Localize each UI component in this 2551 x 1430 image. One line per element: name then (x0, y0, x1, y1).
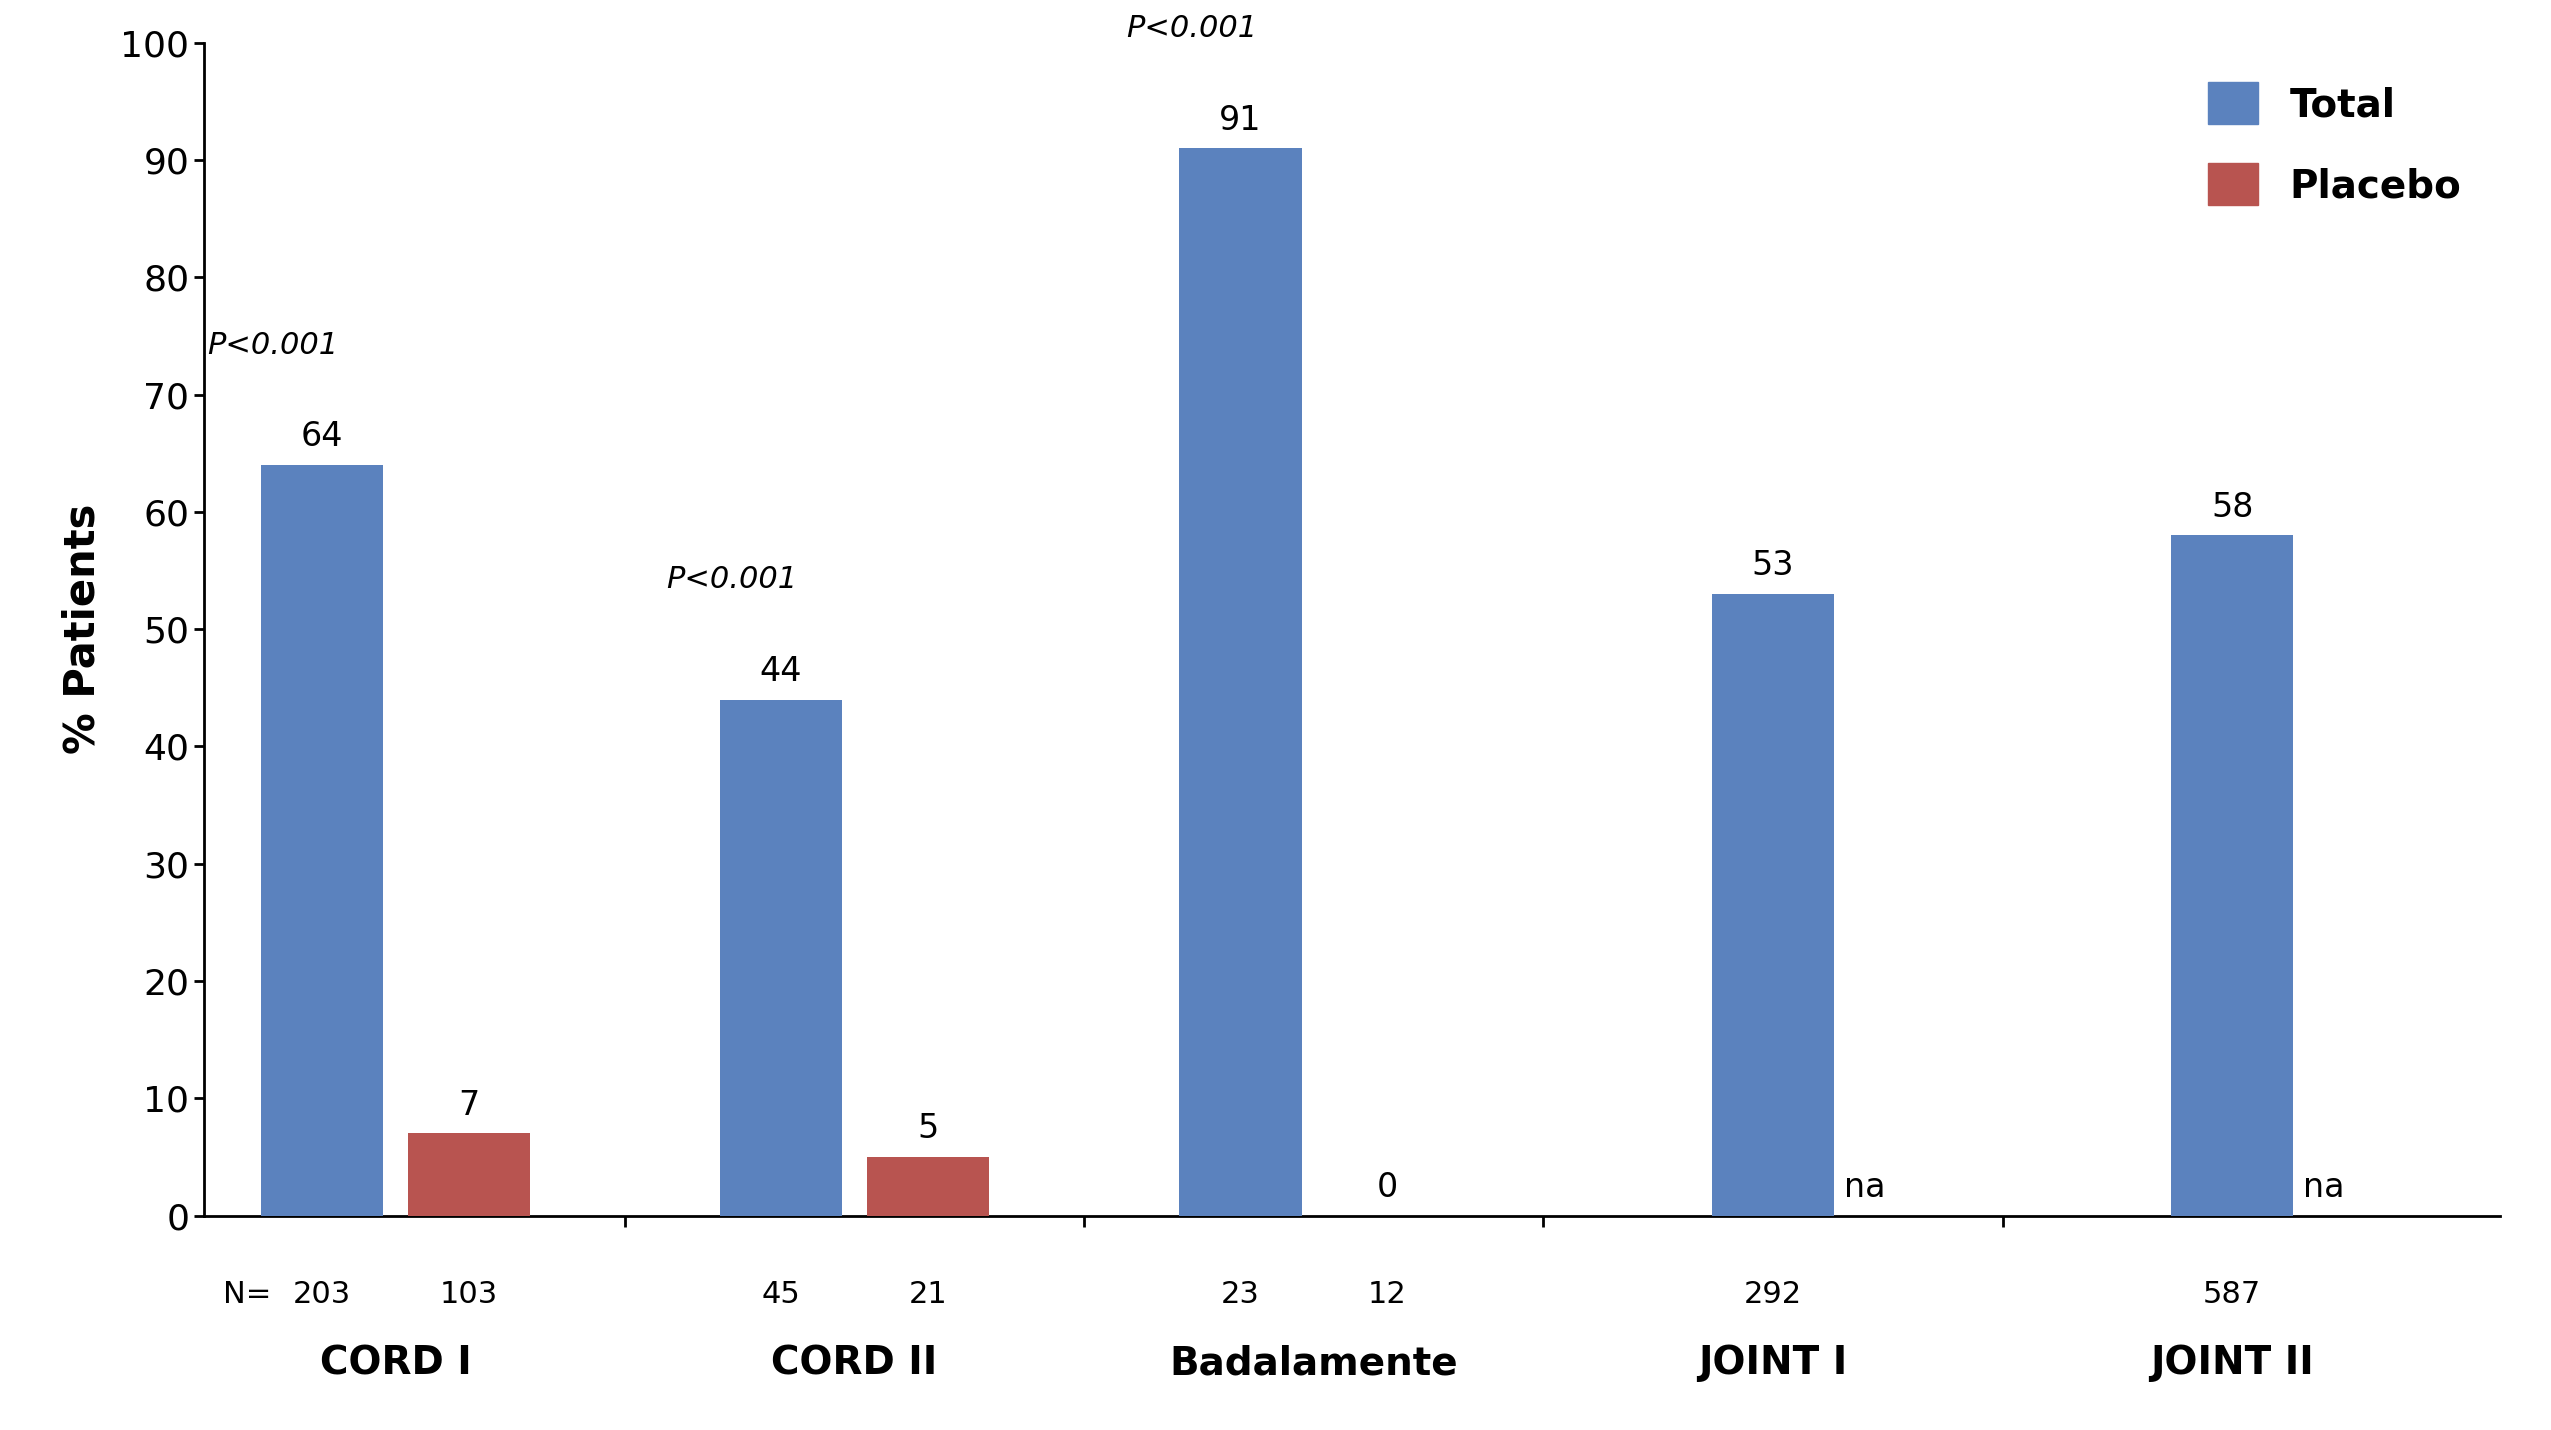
Text: 23: 23 (1222, 1280, 1260, 1308)
Bar (1179, 149, 1301, 1216)
Text: 587: 587 (2204, 1280, 2260, 1308)
Text: 203: 203 (293, 1280, 352, 1308)
Text: na: na (2304, 1171, 2344, 1204)
Text: CORD II: CORD II (770, 1344, 939, 1383)
Text: 7: 7 (459, 1088, 480, 1121)
Bar (719, 699, 842, 1216)
Text: P<0.001: P<0.001 (1125, 14, 1258, 43)
Text: JOINT II: JOINT II (2150, 1344, 2314, 1383)
Text: 103: 103 (439, 1280, 497, 1308)
Text: 21: 21 (908, 1280, 946, 1308)
Text: 58: 58 (2212, 490, 2253, 523)
Text: JOINT I: JOINT I (1699, 1344, 1847, 1383)
Text: 45: 45 (763, 1280, 801, 1308)
Text: 12: 12 (1367, 1280, 1406, 1308)
Text: P<0.001: P<0.001 (207, 330, 339, 359)
Bar (867, 1157, 990, 1216)
Bar (408, 1134, 531, 1216)
Bar (260, 465, 383, 1216)
Bar (1712, 593, 1834, 1216)
Text: 64: 64 (301, 420, 344, 453)
Text: P<0.001: P<0.001 (666, 565, 798, 593)
Legend: Total, Placebo: Total, Placebo (2189, 63, 2480, 225)
Text: N=: N= (224, 1280, 270, 1308)
Text: CORD I: CORD I (319, 1344, 472, 1383)
Text: Badalamente: Badalamente (1168, 1344, 1459, 1383)
Y-axis label: % Patients: % Patients (61, 503, 105, 755)
Bar (2171, 535, 2293, 1216)
Text: 44: 44 (760, 655, 804, 688)
Text: 0: 0 (1378, 1171, 1398, 1204)
Text: na: na (1844, 1171, 1885, 1204)
Text: 292: 292 (1745, 1280, 1801, 1308)
Text: 91: 91 (1219, 104, 1263, 137)
Text: 53: 53 (1753, 549, 1793, 582)
Text: 5: 5 (918, 1113, 939, 1145)
